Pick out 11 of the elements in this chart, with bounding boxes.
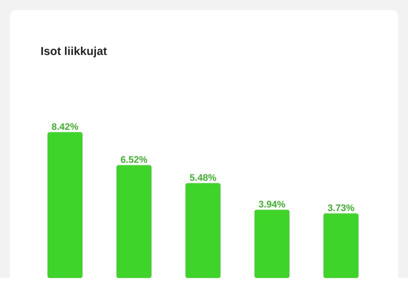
data-label: 3.94% [258,200,286,208]
bar [116,165,152,278]
data-label: 3.73% [328,204,354,212]
data-label: 5.48% [190,174,216,181]
chart-title: Isot liikkujat [41,46,107,58]
bar [48,132,82,278]
data-label: 8.42% [52,123,78,130]
bar [254,210,290,278]
data-label: 6.52% [120,156,148,163]
bar [186,183,220,278]
bar [323,213,358,278]
